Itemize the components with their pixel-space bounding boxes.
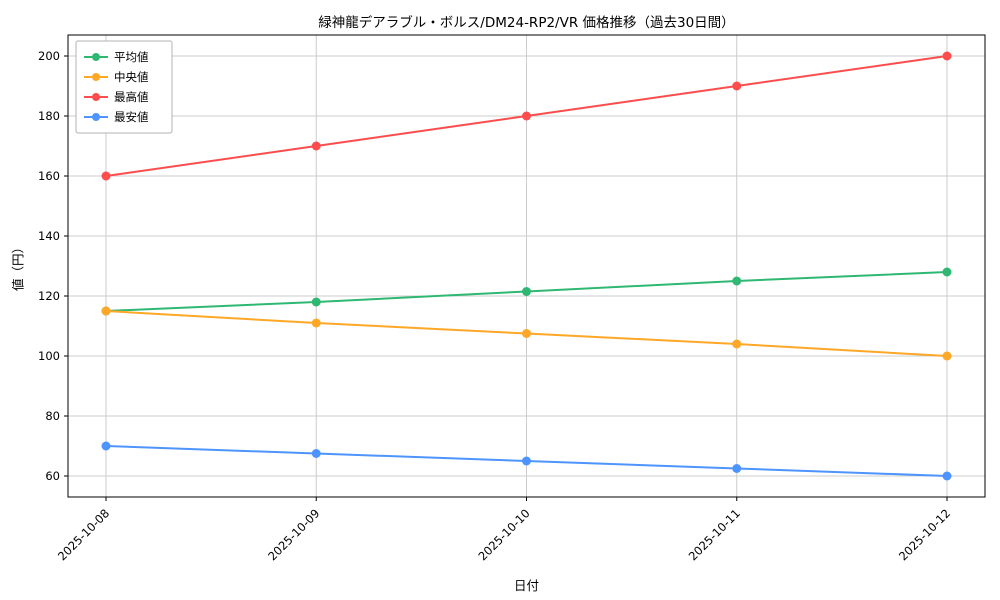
series-marker-median [942,351,952,361]
series-marker-low [942,471,952,481]
series-marker-high [101,171,111,181]
legend-label-high: 最高値 [114,90,149,104]
y-tick-label: 140 [38,229,60,243]
legend-marker-high [92,93,100,101]
legend-label-low: 最安値 [114,110,149,124]
y-tick-label: 100 [38,349,60,363]
x-tick-label: 2025-10-11 [686,506,743,563]
series-marker-high [732,81,742,91]
legend-marker-median [92,73,100,81]
series-marker-average [732,276,742,286]
y-tick-label: 200 [38,49,60,63]
series-marker-low [522,456,531,466]
x-axis-label: 日付 [513,578,539,593]
y-tick-label: 180 [38,109,60,123]
legend-item-high: 最高値 [84,90,149,104]
legend-item-average: 平均値 [84,50,149,64]
legend-marker-low [92,113,100,121]
legend-label-median: 中央値 [114,70,149,84]
x-tick-label: 2025-10-10 [475,506,532,563]
legend-marker-average [92,53,100,61]
series-marker-median [311,318,321,328]
series-marker-low [101,441,111,451]
legend-item-low: 最安値 [84,110,149,124]
y-tick-label: 60 [45,469,60,483]
series-marker-average [942,267,952,277]
chart-title: 緑神龍デアラブル・ボルス/DM24-RP2/VR 価格推移（過去30日間） [318,15,735,31]
series-marker-median [101,306,111,316]
series-marker-low [732,464,742,473]
x-tick-label: 2025-10-08 [55,506,112,563]
legend-item-median: 中央値 [84,70,149,84]
y-axis-label: 値（円） [10,240,26,292]
legend-box [75,40,173,134]
series-marker-high [311,141,321,151]
series-marker-average [522,287,531,296]
series-marker-median [522,329,531,338]
x-tick-label: 2025-10-12 [896,506,953,563]
series-marker-high [522,111,531,121]
series-marker-average [311,297,321,307]
x-tick-label: 2025-10-09 [265,506,322,563]
series-marker-low [311,449,321,458]
legend-label-average: 平均値 [114,50,149,64]
series-marker-median [732,339,742,349]
y-tick-label: 160 [38,169,60,183]
y-tick-label: 120 [38,289,60,303]
series-marker-high [942,51,952,61]
y-tick-label: 80 [45,409,60,423]
